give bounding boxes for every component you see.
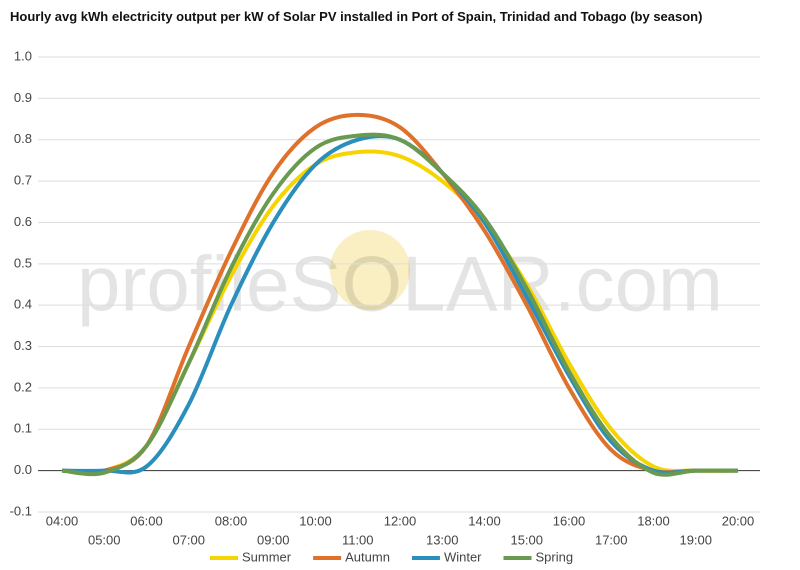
x-tick-label: 06:00 [130, 513, 163, 528]
y-tick-label: 0.9 [14, 90, 32, 105]
x-tick-label: 07:00 [172, 532, 205, 547]
x-tick-label: 15:00 [510, 532, 543, 547]
y-tick-label: 0.0 [14, 462, 32, 477]
x-tick-label: 20:00 [722, 513, 755, 528]
legend-label: Summer [242, 549, 292, 564]
legend-label: Spring [536, 549, 574, 564]
x-tick-label: 13:00 [426, 532, 459, 547]
x-tick-label: 08:00 [215, 513, 248, 528]
chart-title: Hourly avg kWh electricity output per kW… [10, 9, 703, 24]
y-tick-label: 0.2 [14, 379, 32, 394]
x-tick-label: 14:00 [468, 513, 501, 528]
legend-label: Autumn [345, 549, 390, 564]
y-tick-label: -0.1 [10, 503, 32, 518]
title-box: Hourly avg kWh electricity output per kW… [10, 9, 703, 24]
x-tick-label: 09:00 [257, 532, 290, 547]
x-tick-label: 05:00 [88, 532, 121, 547]
y-tick-label: 0.1 [14, 421, 32, 436]
x-tick-label: 11:00 [342, 532, 374, 547]
y-tick-label: 0.7 [14, 173, 32, 188]
y-tick-label: 0.8 [14, 131, 32, 146]
x-tick-label: 18:00 [637, 513, 670, 528]
x-tick-label: 04:00 [46, 513, 79, 528]
series-line [61, 132, 739, 477]
legend-label: Winter [444, 549, 482, 564]
series-line [61, 112, 738, 475]
y-tick-label: 0.5 [14, 255, 32, 270]
y-tick-label: 0.4 [14, 297, 32, 312]
x-tick-label: 19:00 [679, 532, 712, 547]
y-tick-label: 0.6 [14, 214, 32, 229]
y-tick-label: 0.3 [14, 338, 32, 353]
x-tick-label: 16:00 [553, 513, 586, 528]
x-tick-label: 12:00 [384, 513, 417, 528]
watermark-sun [330, 230, 410, 310]
x-tick-label: 17:00 [595, 532, 628, 547]
x-tick-label: 10:00 [299, 513, 332, 528]
watermark: profileSOLAR.com [77, 240, 723, 328]
y-tick-label: 1.0 [14, 48, 32, 63]
